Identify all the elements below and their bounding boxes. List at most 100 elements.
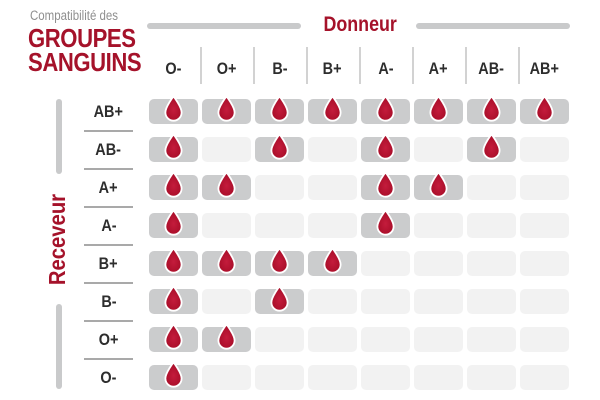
cell-receiver-O--donor-A+-incompatible (414, 365, 463, 390)
cell-receiver-AB+-donor-O+-compatible (202, 95, 251, 124)
cell-receiver-O+-donor-O--compatible (149, 323, 198, 352)
cell-receiver-O--donor-B--incompatible (255, 365, 304, 390)
cell-receiver-AB--donor-B+-incompatible (308, 137, 357, 162)
cell-receiver-AB+-donor-AB+-compatible (520, 95, 569, 124)
row-label-separator (84, 282, 133, 284)
blood-drop-icon (164, 209, 183, 236)
cell-receiver-B+-donor-AB+-incompatible (520, 251, 569, 276)
blood-drop-icon (164, 285, 183, 312)
cell-receiver-A--donor-B+-incompatible (308, 213, 357, 238)
cell-receiver-AB+-donor-A--compatible (361, 95, 410, 124)
receiver-row-label-text: O- (100, 368, 117, 387)
cell-receiver-B+-donor-O+-compatible (202, 247, 251, 276)
donor-col-header-B+: B+ (308, 56, 357, 82)
donor-col-header-A+: A+ (414, 56, 463, 82)
receiver-axis-title: Receveur (44, 193, 70, 286)
donor-axis-title: Donneur (305, 13, 415, 37)
blood-drop-icon (164, 361, 183, 388)
receiver-row-label-text: B+ (99, 254, 118, 273)
receiver-row-label-text: A+ (99, 178, 118, 197)
donor-col-header-A-: A- (361, 56, 410, 82)
cell-receiver-AB--donor-O+-incompatible (202, 137, 251, 162)
column-header-separator (465, 47, 467, 84)
cell-receiver-A--donor-A--compatible (361, 209, 410, 238)
cell-receiver-O+-donor-AB+-incompatible (520, 327, 569, 352)
cell-receiver-A--donor-O+-incompatible (202, 213, 251, 238)
cell-receiver-AB+-donor-AB--compatible (467, 95, 516, 124)
receiver-axis-line-bottom (56, 304, 62, 389)
cell-receiver-A+-donor-O+-compatible (202, 171, 251, 200)
donor-col-header-text: O+ (216, 59, 237, 78)
blood-drop-icon (217, 323, 236, 350)
cell-receiver-AB--donor-O--compatible (149, 133, 198, 162)
cell-receiver-O--donor-O--compatible (149, 361, 198, 390)
cell-receiver-O+-donor-B--incompatible (255, 327, 304, 352)
receiver-row-label-A+: A+ (84, 175, 133, 200)
receiver-row-label-O-: O- (84, 365, 133, 390)
cell-receiver-AB--donor-B--compatible (255, 133, 304, 162)
blood-drop-icon (323, 95, 342, 122)
cell-receiver-B--donor-B+-incompatible (308, 289, 357, 314)
column-header-separator (306, 47, 308, 84)
row-label-separator (84, 130, 133, 132)
blood-drop-icon (376, 209, 395, 236)
cell-receiver-AB--donor-A--compatible (361, 133, 410, 162)
blood-drop-icon (376, 133, 395, 160)
page-title-line1: GROUPES (28, 23, 136, 53)
blood-drop-icon (164, 247, 183, 274)
cell-receiver-A+-donor-AB--incompatible (467, 175, 516, 200)
donor-col-header-AB-: AB- (467, 56, 516, 82)
cell-receiver-O--donor-B+-incompatible (308, 365, 357, 390)
cell-receiver-O--donor-A--incompatible (361, 365, 410, 390)
blood-drop-icon (429, 171, 448, 198)
cell-receiver-O+-donor-A--incompatible (361, 327, 410, 352)
blood-drop-icon (270, 247, 289, 274)
cell-receiver-AB+-donor-B+-compatible (308, 95, 357, 124)
cell-receiver-AB--donor-AB+-incompatible (520, 137, 569, 162)
row-label-separator (84, 320, 133, 322)
cell-receiver-A--donor-AB--incompatible (467, 213, 516, 238)
blood-drop-icon (164, 171, 183, 198)
cell-receiver-A+-donor-A--compatible (361, 171, 410, 200)
cell-receiver-O--donor-AB+-incompatible (520, 365, 569, 390)
blood-drop-icon (164, 133, 183, 160)
cell-receiver-O--donor-O+-incompatible (202, 365, 251, 390)
donor-axis-line-right (416, 23, 570, 29)
column-header-separator (518, 47, 520, 84)
cell-receiver-B+-donor-A+-incompatible (414, 251, 463, 276)
donor-axis-line-left (147, 23, 301, 29)
cell-receiver-O+-donor-A+-incompatible (414, 327, 463, 352)
donor-col-header-text: O- (165, 59, 182, 78)
cell-receiver-AB--donor-A+-incompatible (414, 137, 463, 162)
cell-receiver-A+-donor-A+-compatible (414, 171, 463, 200)
row-label-separator (84, 358, 133, 360)
cell-receiver-AB+-donor-A+-compatible (414, 95, 463, 124)
receiver-row-label-A-: A- (84, 213, 133, 238)
cell-receiver-B--donor-A+-incompatible (414, 289, 463, 314)
cell-receiver-B--donor-AB+-incompatible (520, 289, 569, 314)
donor-col-header-text: AB+ (529, 59, 560, 78)
donor-col-header-text: A+ (429, 59, 448, 78)
donor-col-header-B-: B- (255, 56, 304, 82)
receiver-row-label-AB+: AB+ (84, 99, 133, 124)
row-label-separator (84, 206, 133, 208)
blood-drop-icon (217, 247, 236, 274)
cell-receiver-A+-donor-AB+-incompatible (520, 175, 569, 200)
receiver-axis-line-top (56, 99, 62, 174)
blood-drop-icon (270, 95, 289, 122)
cell-receiver-O+-donor-AB--incompatible (467, 327, 516, 352)
cell-receiver-A--donor-A+-incompatible (414, 213, 463, 238)
cell-receiver-B--donor-O--compatible (149, 285, 198, 314)
cell-receiver-B--donor-A--incompatible (361, 289, 410, 314)
title-eyebrow: Compatibilité des (30, 8, 134, 23)
receiver-row-label-text: AB+ (93, 102, 124, 121)
cell-receiver-B+-donor-B+-compatible (308, 247, 357, 276)
column-header-separator (200, 47, 202, 84)
blood-drop-icon (376, 95, 395, 122)
column-header-separator (412, 47, 414, 84)
blood-drop-icon (164, 95, 183, 122)
cell-receiver-B+-donor-A--incompatible (361, 251, 410, 276)
cell-receiver-AB--donor-AB--compatible (467, 133, 516, 162)
donor-col-header-text: B- (271, 59, 288, 78)
receiver-row-label-AB-: AB- (84, 137, 133, 162)
